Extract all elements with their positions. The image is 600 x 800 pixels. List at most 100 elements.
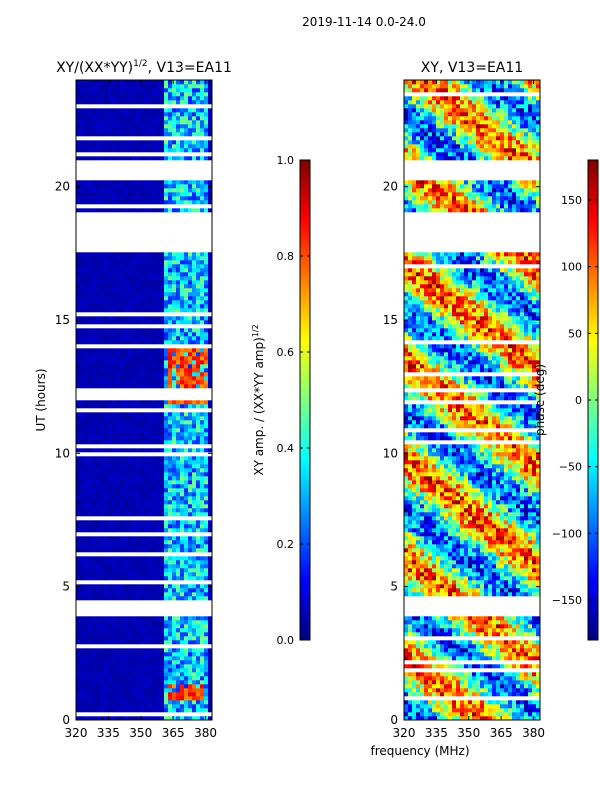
- phase-cell: [456, 704, 461, 709]
- amp-cell: [160, 384, 165, 389]
- phase-cell: [516, 664, 521, 669]
- amp-cell: [104, 680, 109, 685]
- amp-cell: [196, 384, 201, 389]
- amp-cell: [128, 208, 133, 213]
- amp-cell: [132, 708, 137, 713]
- amp-cell: [200, 292, 205, 297]
- amp-cell: [96, 652, 101, 657]
- amp-cell: [92, 628, 97, 633]
- amp-cell: [180, 268, 185, 273]
- amp-cell: [160, 484, 165, 489]
- amp-cell: [116, 660, 121, 665]
- amp-cell: [140, 648, 145, 653]
- amp-cell: [152, 684, 157, 689]
- amp-cell: [192, 572, 197, 577]
- amp-cell: [192, 88, 197, 93]
- amp-cell: [192, 404, 197, 409]
- amp-cell: [104, 520, 109, 525]
- amp-cell: [108, 480, 113, 485]
- amp-cell: [144, 512, 149, 517]
- amp-cell: [156, 144, 161, 149]
- amp-cell: [188, 200, 193, 205]
- phase-cell: [444, 644, 449, 649]
- amp-cell: [80, 640, 85, 645]
- amp-cell: [208, 440, 212, 445]
- amp-cell: [140, 560, 145, 565]
- amp-cell: [144, 424, 149, 429]
- amp-cell: [208, 308, 212, 313]
- phase-cell: [496, 676, 501, 681]
- amp-cell: [124, 492, 129, 497]
- amp-cell: [144, 292, 149, 297]
- amp-cell: [136, 500, 141, 505]
- phase-cell: [404, 640, 409, 645]
- amp-cell: [116, 588, 121, 593]
- amp-cell: [144, 436, 149, 441]
- amp-cell: [148, 188, 153, 193]
- amp-cell: [140, 548, 145, 553]
- amp-cell: [84, 584, 89, 589]
- amp-cell: [80, 488, 85, 493]
- amp-cell: [172, 704, 177, 709]
- amp-cell: [116, 448, 121, 453]
- amp-cell: [136, 520, 141, 525]
- amp-cell: [128, 288, 133, 293]
- amp-cell: [188, 372, 193, 377]
- amp-cell: [148, 352, 153, 357]
- amp-cell: [120, 672, 125, 677]
- amp-cell: [104, 268, 109, 273]
- amp-cell: [112, 356, 117, 361]
- amp-cell: [104, 588, 109, 593]
- amp-cell: [188, 188, 193, 193]
- amp-cell: [96, 636, 101, 641]
- amp-cell: [108, 84, 113, 89]
- amp-cell: [168, 288, 173, 293]
- amp-cell: [168, 184, 173, 189]
- phase-cell: [440, 664, 445, 669]
- amp-cell: [144, 376, 149, 381]
- amp-cell: [172, 680, 177, 685]
- amp-cell: [104, 448, 109, 453]
- amp-cell: [128, 560, 133, 565]
- amp-cell: [76, 480, 81, 485]
- phase-cell: [484, 652, 489, 657]
- amp-cell: [96, 592, 101, 597]
- amp-cell: [120, 192, 125, 197]
- amp-cell: [108, 564, 113, 569]
- amp-cell: [76, 340, 81, 345]
- amp-cell: [76, 556, 81, 561]
- amp-cell: [76, 508, 81, 513]
- amp-cell: [172, 180, 177, 185]
- amp-cell: [80, 616, 85, 621]
- amp-cell: [200, 628, 205, 633]
- amp-cell: [80, 504, 85, 509]
- amp-cell: [80, 256, 85, 261]
- amp-cell: [180, 480, 185, 485]
- amp-cell: [208, 564, 212, 569]
- amp-cell: [132, 560, 137, 565]
- phase-cell: [468, 640, 473, 645]
- amp-cell: [192, 448, 197, 453]
- amp-cell: [152, 440, 157, 445]
- amp-cell: [132, 592, 137, 597]
- amp-cell: [184, 708, 189, 713]
- amp-cell: [92, 440, 97, 445]
- amp-cell: [76, 400, 81, 405]
- amp-cell: [92, 472, 97, 477]
- amp-cell: [128, 360, 133, 365]
- amp-cell: [116, 556, 121, 561]
- amp-cell: [140, 124, 145, 129]
- amp-cell: [188, 528, 193, 533]
- amp-cell: [108, 404, 113, 409]
- amp-cell: [156, 668, 161, 673]
- amp-cell: [148, 192, 153, 197]
- amp-cell: [104, 296, 109, 301]
- amp-cell: [200, 320, 205, 325]
- amp-cell: [192, 284, 197, 289]
- amp-cell: [92, 116, 97, 121]
- amp-cell: [88, 524, 93, 529]
- amp-cell: [132, 572, 137, 577]
- amp-cell: [176, 200, 181, 205]
- amp-cell: [112, 520, 117, 525]
- amp-cell: [168, 120, 173, 125]
